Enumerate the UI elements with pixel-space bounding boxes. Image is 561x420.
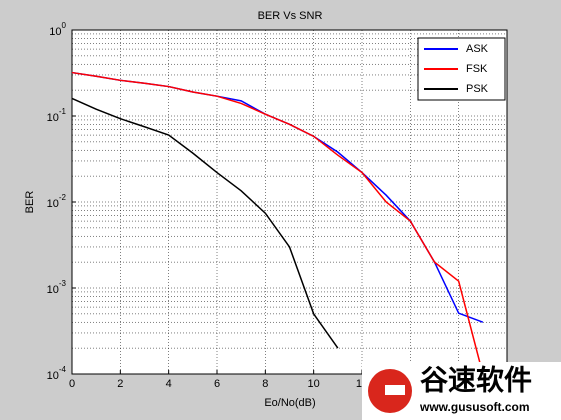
watermark-url: www.gususoft.com (419, 400, 530, 414)
y-tick-label: 100 (49, 21, 66, 38)
legend-label: ASK (466, 43, 489, 55)
x-tick-label: 0 (69, 378, 75, 390)
watermark-name: 谷速软件 (420, 364, 532, 395)
x-tick-label: 10 (308, 378, 320, 390)
series-line (71, 97, 339, 349)
x-axis-label: Eo/No(dB) (264, 397, 315, 409)
axes-box (71, 29, 508, 375)
x-tick-label: 2 (117, 378, 123, 390)
x-tick-label: 4 (166, 378, 172, 390)
x-tick-label: 8 (262, 378, 268, 390)
watermark: 谷速软件 www.gususoft.com (362, 362, 561, 420)
y-tick-label: 10-4 (47, 365, 67, 382)
y-tick-label: 10-1 (47, 107, 67, 124)
chart-title: BER Vs SNR (258, 10, 323, 22)
y-tick-label: 10-3 (47, 279, 67, 296)
y-tick-label: 10-2 (47, 193, 67, 210)
x-tick-label: 6 (214, 378, 220, 390)
series-line (71, 71, 484, 375)
watermark-logo-cut (385, 385, 405, 395)
y-axis-label: BER (24, 191, 36, 214)
legend-label: PSK (466, 83, 489, 95)
legend-label: FSK (466, 63, 488, 75)
